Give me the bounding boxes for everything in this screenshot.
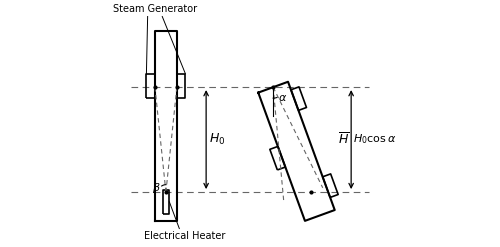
Text: $\beta$: $\beta$	[152, 181, 161, 195]
Text: $\overline{H}$: $\overline{H}$	[338, 132, 349, 147]
Text: $H_0$: $H_0$	[210, 132, 226, 147]
Text: $H_0\cos\alpha$: $H_0\cos\alpha$	[353, 133, 397, 146]
Text: Electrical Heater: Electrical Heater	[144, 231, 225, 241]
Text: Steam Generator: Steam Generator	[113, 4, 197, 14]
Text: $\alpha$: $\alpha$	[278, 93, 286, 103]
